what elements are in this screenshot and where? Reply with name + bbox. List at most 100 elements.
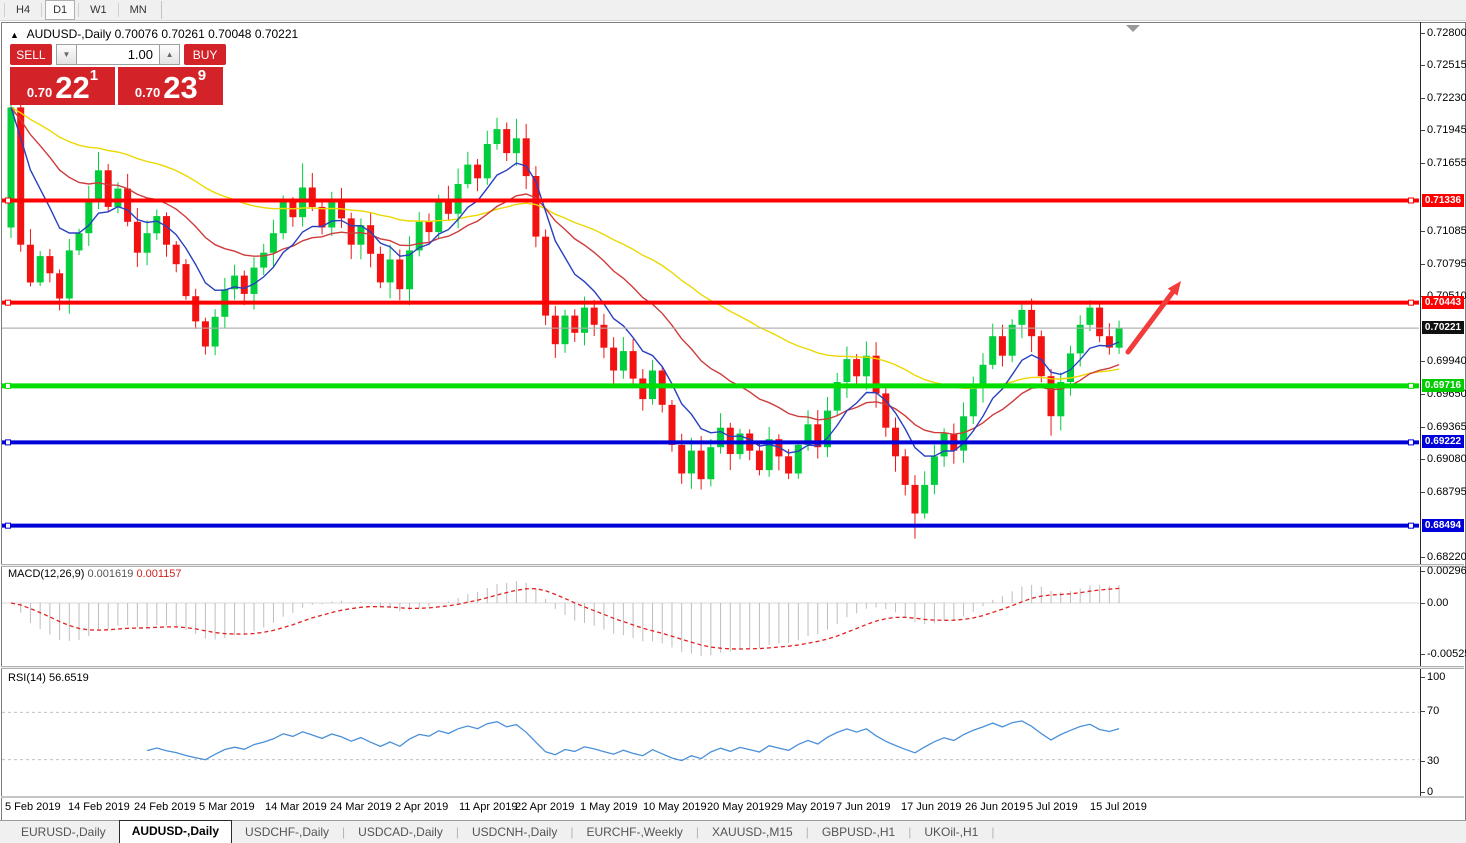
- tab-separator: |: [908, 825, 912, 839]
- toolbar-separator: [78, 3, 80, 17]
- chart-tab-xauusd[interactable]: XAUUSD-,M15: [712, 825, 793, 839]
- date-tick-label: 14 Mar 2019: [265, 801, 327, 813]
- axis-tick: [1421, 264, 1425, 265]
- sell-button[interactable]: SELL: [10, 44, 52, 65]
- toolbar-separator: [41, 3, 43, 17]
- price-level-tag: 0.68494: [1422, 518, 1464, 532]
- date-tick-label: 15 Jul 2019: [1090, 801, 1147, 813]
- macd-tick-label: 0.00: [1427, 597, 1449, 609]
- chart-tab-gbpusd[interactable]: GBPUSD-,H1: [821, 825, 896, 839]
- tab-separator: |: [455, 825, 459, 839]
- price-level-tag: 0.69716: [1422, 378, 1464, 392]
- buy-price-point: 9: [197, 67, 207, 84]
- date-tick-label: 1 May 2019: [580, 801, 638, 813]
- axis-tick: [1421, 492, 1425, 493]
- ohlc-high: 0.70261: [161, 27, 205, 41]
- timeframe-button-d1[interactable]: D1: [45, 0, 76, 20]
- date-tick-label: 22 Apr 2019: [515, 801, 575, 813]
- pane-splitter-dates: [1, 796, 1464, 798]
- toolbar-separator: [117, 3, 119, 17]
- one-click-trade-panel: SELL ▼ ▲ BUY 0.70 22 1 0.70 23 9: [10, 44, 226, 105]
- date-tick-label: 24 Feb 2019: [134, 801, 196, 813]
- price-tick-label: 0.69080: [1427, 453, 1466, 465]
- chart-tab-usdchf[interactable]: USDCHF-,Daily: [245, 825, 330, 839]
- price-tick-label: 0.72230: [1427, 92, 1466, 104]
- date-tick-label: 29 May 2019: [771, 801, 835, 813]
- pane-splitter-macd[interactable]: [1, 564, 1464, 567]
- axis-tick: [1421, 427, 1425, 428]
- macd-signal-value: 0.001157: [136, 568, 182, 580]
- date-tick-label: 26 Jun 2019: [965, 801, 1026, 813]
- timeframe-button-w1[interactable]: W1: [90, 4, 107, 16]
- price-tick-label: 0.69940: [1427, 355, 1466, 367]
- price-tick-label: 0.72800: [1427, 27, 1466, 39]
- tab-separator: |: [991, 825, 995, 839]
- axis-tick: [1421, 231, 1425, 232]
- rsi-value: 56.6519: [48, 672, 89, 684]
- chart-tab-audusd[interactable]: AUDUSD-,Daily: [118, 820, 233, 843]
- rsi-label: RSI(14) 56.6519: [8, 672, 89, 684]
- date-tick-label: 20 May 2019: [707, 801, 771, 813]
- timeframe-button-mn[interactable]: MN: [129, 4, 147, 16]
- sell-price-pips: 22: [55, 70, 90, 105]
- date-axis: 5 Feb 2019 14 Feb 2019 24 Feb 2019 5 Mar 20…: [0, 799, 1466, 817]
- ohlc-close: 0.70221: [254, 27, 299, 41]
- chart-tab-ukoil[interactable]: UKOil-,H1: [924, 825, 979, 839]
- date-tick-label: 10 May 2019: [643, 801, 707, 813]
- toolbar-separator: [160, 1, 162, 19]
- sell-price-button[interactable]: 0.70 22 1: [10, 67, 115, 105]
- axis-tick: [1421, 65, 1425, 66]
- pane-splitter-rsi[interactable]: [1, 666, 1464, 669]
- price-tick-label: 0.68220: [1427, 551, 1466, 563]
- chart-tab-bar: EURUSD-,Daily AUDUSD-,Daily USDCHF-,Daily |…: [0, 820, 1466, 843]
- date-tick-label: 7 Jun 2019: [836, 801, 891, 813]
- volume-decrease-button[interactable]: ▼: [55, 44, 77, 65]
- price-axis-border: [1420, 22, 1421, 798]
- price-level-tag: 0.70443: [1422, 295, 1464, 309]
- chart-tab-usdcad[interactable]: USDCAD-,Daily: [358, 825, 443, 839]
- buy-button[interactable]: BUY: [184, 44, 226, 65]
- timeframe-button-h4[interactable]: H4: [16, 4, 31, 16]
- volume-input[interactable]: [77, 44, 159, 65]
- axis-tick: [1421, 33, 1425, 34]
- buy-price-pips: 23: [163, 70, 198, 105]
- price-tick-label: 0.70795: [1427, 258, 1466, 270]
- axis-tick: [1421, 761, 1425, 762]
- tab-separator: |: [695, 825, 700, 839]
- date-tick-label: 24 Mar 2019: [330, 801, 392, 813]
- chart-tab-eurchf[interactable]: EURCHF-,Weekly: [586, 825, 683, 839]
- tab-separator: |: [570, 825, 574, 839]
- ohlc-low: 0.70048: [208, 27, 252, 41]
- date-tick-label: 5 Jul 2019: [1027, 801, 1078, 813]
- ohlc-open: 0.70076: [114, 27, 159, 41]
- axis-tick: [1421, 361, 1425, 362]
- axis-tick: [1421, 711, 1425, 712]
- collapse-panel-icon[interactable]: ▲: [10, 30, 19, 40]
- axis-tick: [1421, 792, 1425, 793]
- macd-label: MACD(12,26,9) 0.001619 0.001157: [8, 568, 182, 580]
- axis-tick: [1421, 571, 1425, 572]
- chart-tab-usdcnh[interactable]: USDCNH-,Daily: [471, 825, 558, 839]
- buy-price-button[interactable]: 0.70 23 9: [118, 67, 223, 105]
- axis-tick: [1421, 130, 1425, 131]
- rsi-tick-label: 0: [1427, 786, 1434, 798]
- axis-tick: [1421, 163, 1425, 164]
- axis-tick: [1421, 603, 1425, 604]
- date-tick-label: 14 Feb 2019: [68, 801, 130, 813]
- price-tick-label: 0.68795: [1427, 486, 1466, 498]
- axis-tick: [1421, 98, 1425, 99]
- axis-tick: [1421, 394, 1425, 395]
- volume-increase-button[interactable]: ▲: [159, 44, 181, 65]
- date-tick-label: 5 Mar 2019: [199, 801, 255, 813]
- sell-price-point: 1: [89, 67, 99, 84]
- chart-tab-eurusd[interactable]: EURUSD-,Daily: [21, 825, 106, 839]
- price-tick-label: 0.72515: [1427, 59, 1466, 71]
- price-level-tag: 0.70221: [1422, 321, 1464, 335]
- price-level-tag: 0.71336: [1422, 193, 1464, 207]
- chart-window[interactable]: [1, 22, 1466, 821]
- price-tick-label: 0.71655: [1427, 157, 1466, 169]
